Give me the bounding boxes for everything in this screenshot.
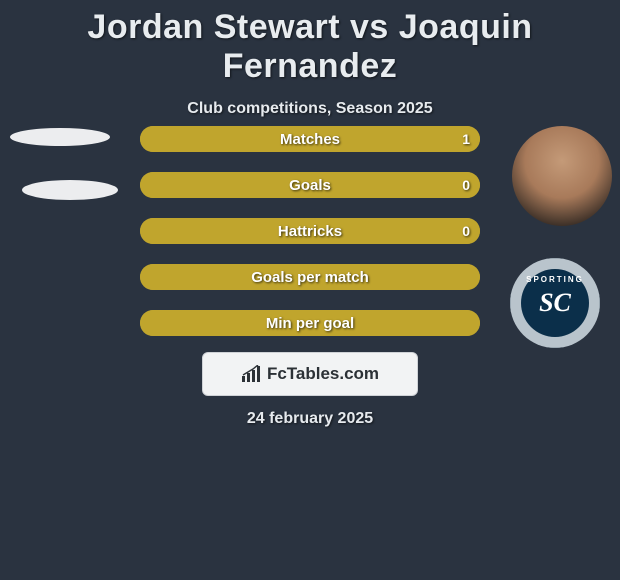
face-icon — [512, 126, 612, 226]
club-left-crest-placeholder — [22, 180, 118, 200]
stat-row: Goals0 — [140, 172, 480, 198]
crest-icon: SPORTING SC — [510, 258, 600, 348]
date-text: 24 february 2025 — [0, 410, 620, 428]
stats-list: Matches1Goals0Hattricks0Goals per matchM… — [140, 126, 480, 356]
subtitle: Club competitions, Season 2025 — [0, 100, 620, 118]
brand-text: FcTables.com — [267, 364, 379, 384]
page-title: Jordan Stewart vs Joaquin Fernandez — [0, 0, 620, 86]
stat-value-right: 0 — [452, 218, 480, 244]
club-right-crest: SPORTING SC — [510, 258, 600, 348]
crest-top-text: SPORTING — [521, 275, 590, 284]
stat-label: Min per goal — [140, 310, 480, 336]
stat-row: Matches1 — [140, 126, 480, 152]
bar-chart-icon — [241, 365, 263, 383]
stat-label: Goals — [140, 172, 480, 198]
crest-monogram: SC — [539, 288, 571, 318]
stat-row: Min per goal — [140, 310, 480, 336]
stat-row: Goals per match — [140, 264, 480, 290]
stat-label: Goals per match — [140, 264, 480, 290]
player-left-avatar-placeholder — [10, 128, 110, 146]
brand-box[interactable]: FcTables.com — [202, 352, 418, 396]
comparison-card: Jordan Stewart vs Joaquin Fernandez Club… — [0, 0, 620, 580]
stat-label: Hattricks — [140, 218, 480, 244]
stat-value-right: 1 — [452, 126, 480, 152]
player-right-avatar — [512, 126, 612, 226]
stat-value-right: 0 — [452, 172, 480, 198]
stat-label: Matches — [140, 126, 480, 152]
stat-row: Hattricks0 — [140, 218, 480, 244]
